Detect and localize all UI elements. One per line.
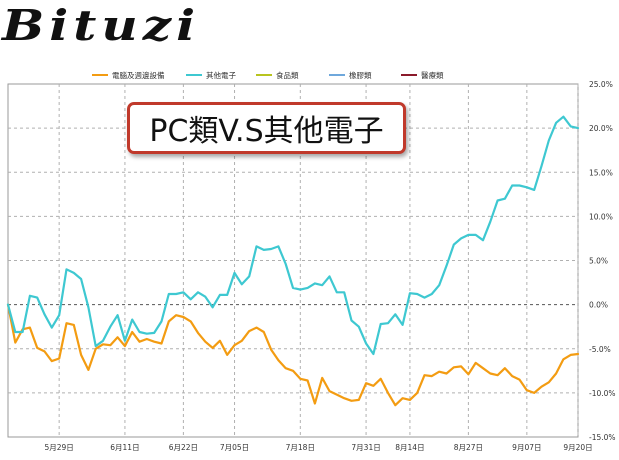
y-tick-label: 5.0%: [589, 257, 608, 266]
series-lines: [6, 115, 580, 407]
legend-label: 電腦及週邊設備: [112, 70, 165, 80]
x-tick-label: 7月31日: [351, 443, 380, 452]
x-tick-label: 8月27日: [454, 443, 483, 452]
x-tick-label: 7月18日: [286, 443, 315, 452]
x-tick-label: 9月20日: [563, 443, 592, 452]
legend-label: 橡膠類: [349, 70, 372, 80]
x-tick-label: 5月29日: [44, 443, 73, 452]
x-tick-label: 6月11日: [110, 443, 139, 452]
y-tick-label: 10.0%: [589, 212, 613, 221]
x-tick-label: 6月22日: [169, 443, 198, 452]
bituzi-logo: Bituzi: [2, 0, 201, 51]
legend-label: 食品類: [276, 70, 299, 80]
x-tick-label: 9月07日: [512, 443, 541, 452]
x-tick-label: 8月14日: [395, 443, 424, 452]
y-tick-label: 15.0%: [589, 168, 613, 177]
y-tick-label: 0.0%: [589, 301, 608, 310]
series-line: [6, 115, 580, 356]
legend-label: 醫療類: [421, 70, 444, 80]
series-line: [6, 303, 580, 407]
title-callout: PC類V.S其他電子: [127, 102, 406, 154]
y-tick-label: -10.0%: [589, 389, 616, 398]
y-axis-ticks: 25.0% 20.0% 15.0% 10.0% 5.0% 0.0% -5.0% -10.0% -…: [589, 80, 616, 442]
y-tick-label: -15.0%: [589, 433, 616, 442]
y-tick-label: -5.0%: [589, 345, 611, 354]
legend: 電腦及週邊設備 其他電子 食品類 橡膠類 醫療類: [92, 70, 444, 80]
x-tick-label: 7月05日: [220, 443, 249, 452]
legend-label: 其他電子: [206, 70, 236, 80]
grid-lines: [8, 84, 579, 437]
x-axis-ticks: 5月29日 6月11日 6月22日 7月05日 7月18日 7月31日 8月14日 8月27日…: [44, 443, 592, 452]
y-tick-label: 20.0%: [589, 124, 613, 133]
y-tick-label: 25.0%: [589, 80, 613, 89]
